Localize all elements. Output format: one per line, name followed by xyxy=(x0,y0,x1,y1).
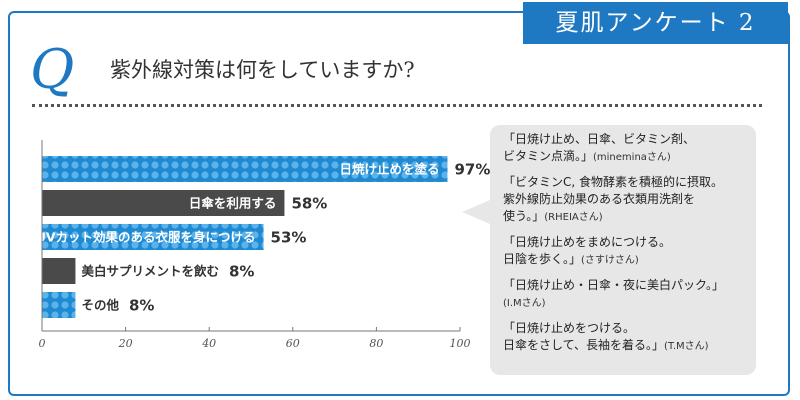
bar-4 xyxy=(42,292,76,318)
survey-tag: 夏肌アンケート 2 xyxy=(523,2,788,44)
comment-line: 「日焼け止め・日傘・夜に美白パック。」 xyxy=(503,277,758,294)
comment-line: ビタミン点滴。」(mineminaさん) xyxy=(503,148,758,166)
comment-line: 「日焼け止めをまめにつける。 xyxy=(503,234,758,251)
comment-author: (RHEIAさん) xyxy=(544,212,603,223)
bar-value-label-1: 58% xyxy=(291,195,327,213)
comment-text: 日傘をさして、長袖を着る。」 xyxy=(503,338,665,352)
comment-line: 「日焼け止め、日傘、ビタミン剤、 xyxy=(503,131,758,148)
comment-author: (I.Mさん) xyxy=(503,298,546,309)
bar-category-label-0: 日焼け止めを塗る xyxy=(339,162,439,177)
comments-bubble xyxy=(490,125,756,375)
comment-text: 「ビタミンC, 食物酵素を積極的に摂取。 xyxy=(503,175,724,189)
comment-2: 「日焼け止めをまめにつける。 日陰を歩く。」(さすけさん) xyxy=(503,234,758,269)
comment-text: 「日焼け止め、日傘、ビタミン剤、 xyxy=(503,132,696,146)
x-tick-label-0: 0 xyxy=(39,337,46,350)
bar-value-label-4: 8% xyxy=(129,297,154,315)
question-mark-letter: Q xyxy=(30,38,75,101)
comment-4: 「日焼け止めをつける。日傘をさして、長袖を着る。」(T.Mさん) xyxy=(503,320,758,355)
comment-text: ビタミン点滴。」 xyxy=(503,149,594,163)
question-title: 紫外線対策は何をしていますか? xyxy=(110,58,415,82)
comment-text: 「日焼け止めをつける。 xyxy=(503,321,636,335)
comment-line: (I.Mさん) xyxy=(503,294,758,312)
comment-line: 使う。」(RHEIAさん) xyxy=(503,208,758,226)
card-frame xyxy=(8,11,790,396)
bar-value-label-0: 97% xyxy=(454,161,490,179)
bar-2 xyxy=(42,224,264,250)
bar-category-label-3: 美白サプリメントを飲む xyxy=(81,264,219,279)
bar-category-label-2: UVカット効果のある衣服を身につける xyxy=(36,230,256,245)
bar-category-label-4: その他 xyxy=(81,298,119,313)
x-tick-label-1: 20 xyxy=(118,337,133,350)
comment-3: 「日焼け止め・日傘・夜に美白パック。」 (I.Mさん) xyxy=(503,277,758,312)
comment-line: 「ビタミンC, 食物酵素を積極的に摂取。 xyxy=(503,174,758,191)
bar-3 xyxy=(42,258,76,284)
bar-1 xyxy=(42,190,285,216)
bar-value-label-3: 8% xyxy=(229,263,254,281)
comment-0: 「日焼け止め、日傘、ビタミン剤、 ビタミン点滴。」(mineminaさん) xyxy=(503,131,758,166)
bar-0 xyxy=(42,156,448,182)
comment-1: 「ビタミンC, 食物酵素を積極的に摂取。 紫外線防止効果のある衣類用洗剤を 使う。」… xyxy=(503,174,758,226)
bar-value-label-2: 53% xyxy=(271,229,307,247)
comment-author: (T.Mさん) xyxy=(664,341,709,352)
comment-text: 紫外線防止効果のある衣類用洗剤を xyxy=(503,192,696,206)
comment-line: 日傘をさして、長袖を着る。」(T.Mさん) xyxy=(503,337,758,355)
dotted-divider xyxy=(32,104,762,107)
comment-text: 「日焼け止めをまめにつける。 xyxy=(503,235,672,249)
comment-line: 「日焼け止めをつける。 xyxy=(503,320,758,337)
comment-line: 日陰を歩く。」(さすけさん) xyxy=(503,251,758,269)
x-tick-label-4: 80 xyxy=(369,337,383,350)
comments-list: 「日焼け止め、日傘、ビタミン剤、 ビタミン点滴。」(mineminaさん) 「ビタミ… xyxy=(503,131,758,363)
comment-text: 日陰を歩く。」 xyxy=(503,252,582,266)
comment-author: (mineminaさん) xyxy=(593,152,671,163)
comment-text: 使う。」 xyxy=(503,209,545,223)
x-tick-label-3: 60 xyxy=(286,337,300,350)
bar-category-label-1: 日傘を利用する xyxy=(189,196,277,211)
comment-line: 紫外線防止効果のある衣類用洗剤を xyxy=(503,191,758,208)
comment-text: 「日焼け止め・日傘・夜に美白パック。」 xyxy=(503,278,725,292)
speech-bubble-pointer xyxy=(462,200,490,224)
x-tick-label-2: 40 xyxy=(201,337,216,350)
comment-author: (さすけさん) xyxy=(581,255,639,266)
x-tick-label-5: 100 xyxy=(450,337,471,350)
